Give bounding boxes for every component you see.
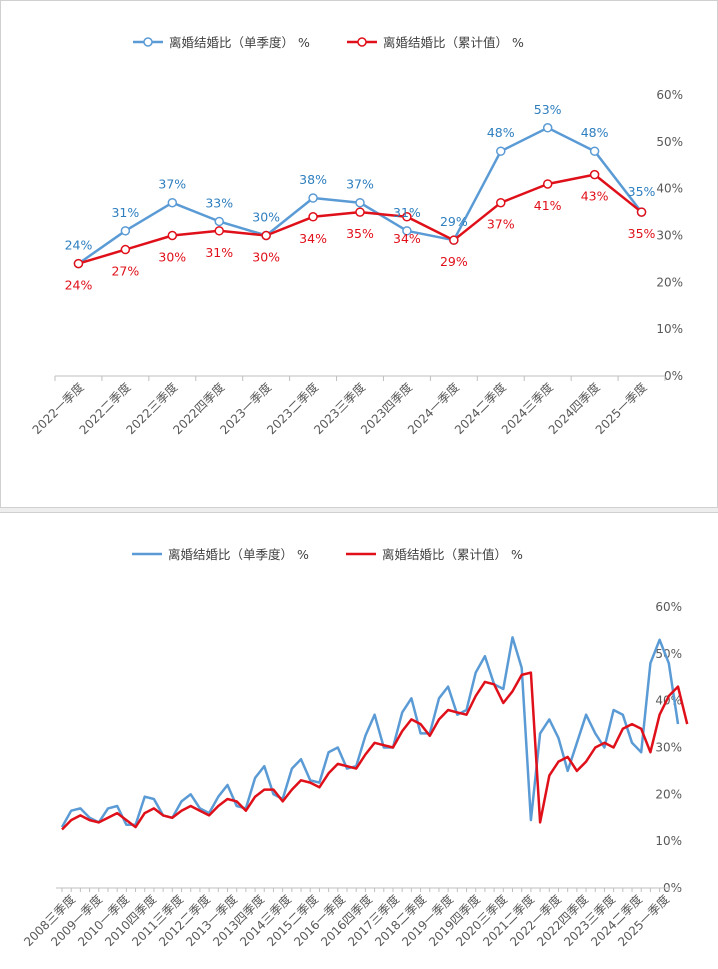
data-point-cumulative xyxy=(120,244,131,255)
data-point-single-quarter xyxy=(308,193,318,203)
data-label-cumulative: 35% xyxy=(346,226,374,241)
data-label-cumulative: 30% xyxy=(158,250,186,265)
data-label-cumulative: 34% xyxy=(393,231,421,246)
data-point-cumulative xyxy=(308,212,318,222)
data-point-cumulative xyxy=(449,235,459,245)
data-label-single-quarter: 35% xyxy=(628,184,656,199)
legend-label-cumulative: 离婚结婚比（累计值） % xyxy=(382,547,523,562)
data-point-single-quarter xyxy=(542,123,553,133)
data-label-single-quarter: 31% xyxy=(393,205,421,220)
data-label-cumulative: 24% xyxy=(65,278,93,293)
data-label-cumulative: 27% xyxy=(111,264,139,279)
y-tick-label: 30% xyxy=(655,741,682,755)
legend-marker-cumulative xyxy=(357,37,367,47)
legend-label-single-quarter: 离婚结婚比（单季度） % xyxy=(168,547,309,562)
data-label-cumulative: 31% xyxy=(205,245,233,260)
data-label-single-quarter: 31% xyxy=(111,205,139,220)
recent-quarters-line-chart: 0%10%20%30%40%50%60% 2022一季度2022二季度2022三… xyxy=(29,35,683,437)
data-label-single-quarter: 37% xyxy=(158,177,186,192)
y-tick-label: 20% xyxy=(655,787,682,801)
data-point-cumulative xyxy=(636,207,647,217)
y-tick-label: 30% xyxy=(656,229,683,243)
data-label-cumulative: 43% xyxy=(581,189,609,204)
data-label-single-quarter: 37% xyxy=(346,177,374,192)
data-point-cumulative xyxy=(402,212,412,222)
y-tick-label: 60% xyxy=(655,600,682,614)
series-line-cumulative xyxy=(61,671,689,831)
data-label-cumulative: 35% xyxy=(628,226,656,241)
data-label-single-quarter: 48% xyxy=(581,125,609,140)
legend-label-single-quarter: 离婚结婚比（单季度） % xyxy=(169,35,310,50)
data-point-single-quarter xyxy=(589,146,600,156)
historical-quarters-line-chart: 0%10%20%30%40%50%60% 2008三季度2009一季度2010一… xyxy=(20,547,689,949)
data-label-single-quarter: 29% xyxy=(440,214,468,229)
y-tick-label: 50% xyxy=(655,647,682,661)
legend-label-cumulative: 离婚结婚比（累计值） % xyxy=(383,35,524,50)
data-label-single-quarter: 33% xyxy=(205,195,233,210)
data-point-single-quarter xyxy=(496,146,506,156)
data-point-cumulative xyxy=(214,226,224,236)
y-tick-label: 20% xyxy=(656,275,683,289)
legend-marker-single-quarter xyxy=(143,37,153,47)
data-point-cumulative xyxy=(496,197,506,208)
data-label-single-quarter: 53% xyxy=(534,102,562,117)
y-tick-label: 0% xyxy=(664,369,683,383)
data-point-single-quarter xyxy=(402,226,412,236)
legend: 离婚结婚比（单季度） % 离婚结婚比（累计值） % xyxy=(133,35,524,50)
legend: 离婚结婚比（单季度） % 离婚结婚比（累计值） % xyxy=(132,547,523,562)
data-label-single-quarter: 48% xyxy=(487,125,515,140)
data-point-cumulative xyxy=(73,258,84,269)
data-point-cumulative xyxy=(261,230,271,241)
data-point-single-quarter xyxy=(214,216,224,227)
y-tick-label: 60% xyxy=(656,88,683,102)
data-point-cumulative xyxy=(589,169,600,180)
panel-separator xyxy=(0,508,718,512)
data-label-single-quarter: 24% xyxy=(65,238,93,253)
data-point-cumulative xyxy=(167,230,178,241)
y-tick-label: 10% xyxy=(656,322,683,336)
data-label-cumulative: 37% xyxy=(487,217,515,232)
data-point-cumulative xyxy=(355,207,365,217)
data-point-cumulative xyxy=(542,179,553,189)
data-point-single-quarter xyxy=(355,197,365,208)
data-label-cumulative: 41% xyxy=(534,198,562,213)
y-tick-label: 50% xyxy=(656,135,683,149)
data-label-cumulative: 29% xyxy=(440,254,468,269)
series-line-single-quarter xyxy=(77,126,643,265)
series-line-single-quarter xyxy=(60,636,680,828)
y-tick-label: 10% xyxy=(655,834,682,848)
y-tick-label: 40% xyxy=(656,182,683,196)
data-point-single-quarter xyxy=(120,226,131,236)
chart-panel-recent: 0% 10% 20% 30% 40% 50% 60% 2022一季度 2022二季度 2022三… xyxy=(0,0,718,508)
data-label-single-quarter: 38% xyxy=(299,172,327,187)
data-label-single-quarter: 30% xyxy=(252,210,280,225)
y-tick-label: 0% xyxy=(663,881,682,895)
data-label-cumulative: 30% xyxy=(252,250,280,265)
chart-panel-history: 0% 10% 20% 30% 40% 50% 60% 2008三季度 2009一季度 2010一… xyxy=(0,512,718,968)
data-label-cumulative: 34% xyxy=(299,231,327,246)
data-point-single-quarter xyxy=(167,197,178,208)
